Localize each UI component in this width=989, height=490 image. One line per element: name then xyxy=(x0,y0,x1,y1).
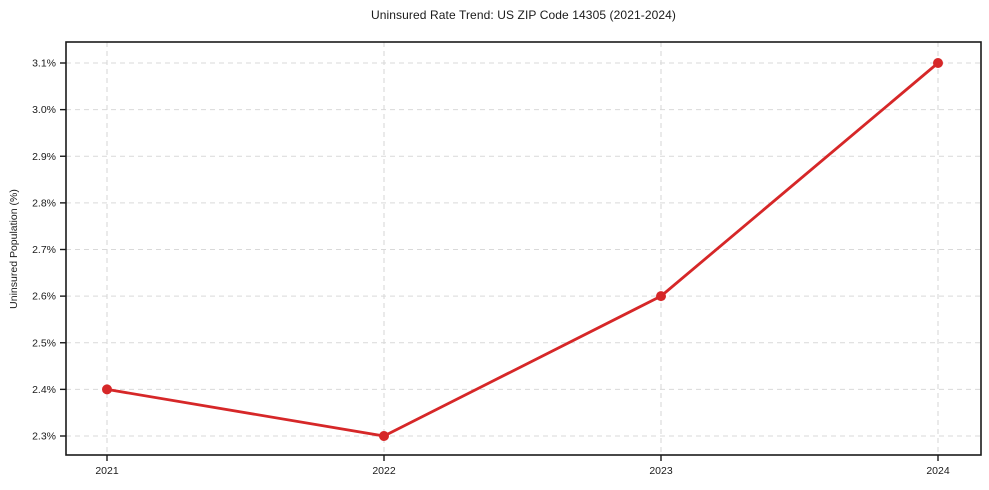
plot-border xyxy=(65,41,982,456)
y-axis-label: Uninsured Population (%) xyxy=(8,189,20,309)
x-tick-label: 2022 xyxy=(372,465,396,477)
data-line xyxy=(105,61,940,438)
y-tick-label: 2.6% xyxy=(32,291,56,303)
plot-background xyxy=(66,42,981,455)
x-tick-label: 2023 xyxy=(649,465,673,477)
data-point xyxy=(656,291,666,302)
x-tick-label: 2021 xyxy=(95,465,119,477)
y-tick-label: 2.8% xyxy=(32,197,56,209)
chart-title: Uninsured Rate Trend: US ZIP Code 14305 … xyxy=(370,8,677,22)
y-tick-label: 2.5% xyxy=(32,337,56,349)
y-tick-label: 2.4% xyxy=(32,384,56,396)
y-tick-label: 2.3% xyxy=(32,431,56,443)
y-tick-label: 2.7% xyxy=(32,244,56,256)
data-point xyxy=(379,431,389,441)
x-tick-label: 2024 xyxy=(926,465,950,477)
data-point xyxy=(102,384,112,395)
y-tick-label: 2.9% xyxy=(32,151,56,163)
y-tick-label: 3.1% xyxy=(32,58,56,70)
y-tick-label: 3.0% xyxy=(32,104,56,116)
data-point xyxy=(933,58,943,68)
